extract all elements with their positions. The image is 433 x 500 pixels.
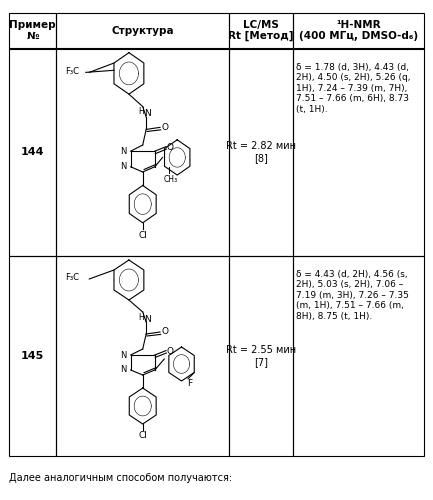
Text: N: N <box>145 314 151 324</box>
Text: Rt = 2.82 мин
[8]: Rt = 2.82 мин [8] <box>226 142 296 163</box>
Bar <box>294 256 424 456</box>
Text: δ = 4.43 (d, 2H), 4.56 (s,
2H), 5.03 (s, 2H), 7.06 –
7.19 (m, 3H), 7.26 – 7.35
(: δ = 4.43 (d, 2H), 4.56 (s, 2H), 5.03 (s,… <box>296 270 408 320</box>
Bar <box>294 48 424 256</box>
Text: F₃C: F₃C <box>65 67 79 76</box>
Text: Rt = 2.55 мин
[7]: Rt = 2.55 мин [7] <box>226 345 296 367</box>
Text: Cl: Cl <box>138 432 147 440</box>
Bar <box>294 12 424 49</box>
Bar <box>229 12 294 49</box>
Text: 144: 144 <box>21 147 44 157</box>
Text: CH₃: CH₃ <box>164 174 178 184</box>
Text: F: F <box>187 380 192 388</box>
Text: N: N <box>145 110 151 118</box>
Text: δ = 1.78 (d, 3H), 4.43 (d,
2H), 4.50 (s, 2H), 5.26 (q,
1H), 7.24 – 7.39 (m, 7H),: δ = 1.78 (d, 3H), 4.43 (d, 2H), 4.50 (s,… <box>296 63 410 114</box>
Text: Структура: Структура <box>111 26 174 36</box>
Text: N: N <box>120 146 126 156</box>
Bar <box>56 48 229 256</box>
Text: N: N <box>120 162 126 172</box>
Bar <box>9 256 56 456</box>
Bar <box>56 256 229 456</box>
Text: N: N <box>120 350 126 360</box>
Bar <box>56 12 229 49</box>
Text: Пример
№: Пример № <box>9 20 56 42</box>
Text: O: O <box>162 123 168 132</box>
Bar <box>9 48 56 256</box>
Text: Далее аналогичным способом получаются:: Далее аналогичным способом получаются: <box>9 472 232 482</box>
Text: Cl: Cl <box>138 231 147 240</box>
Bar <box>229 48 294 256</box>
Bar <box>9 12 56 49</box>
Bar <box>229 256 294 456</box>
Text: N: N <box>120 366 126 374</box>
Text: O: O <box>167 142 174 152</box>
Text: F₃C: F₃C <box>65 274 79 282</box>
Text: O: O <box>167 346 174 356</box>
Text: H: H <box>138 312 144 322</box>
Text: O: O <box>162 328 168 336</box>
Text: H: H <box>138 108 144 116</box>
Text: 145: 145 <box>21 351 44 361</box>
Text: LC/MS
Rt [Метод]: LC/MS Rt [Метод] <box>229 20 294 42</box>
Text: ¹H-NMR
(400 МГц, DMSO-d₆): ¹H-NMR (400 МГц, DMSO-d₆) <box>299 20 418 42</box>
